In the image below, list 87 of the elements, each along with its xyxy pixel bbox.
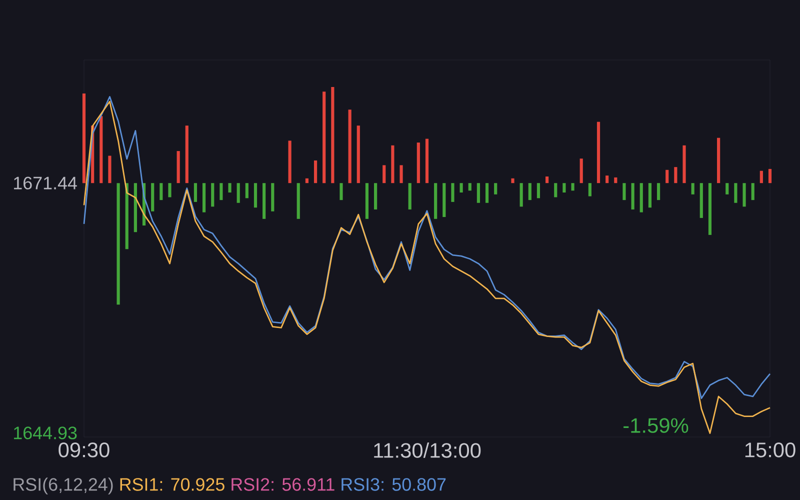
bar — [622, 183, 626, 200]
bar — [434, 183, 438, 219]
annotation: -1.59% — [624, 418, 688, 433]
bar — [425, 138, 429, 184]
text: RSI(6,12,24) — [14, 478, 113, 494]
bar — [314, 160, 318, 184]
bar — [520, 183, 523, 207]
bar — [588, 183, 592, 196]
bar — [160, 183, 163, 200]
bar — [468, 183, 472, 191]
bar — [194, 183, 198, 202]
bar — [288, 140, 292, 184]
x-tick-label: 11:30/13:00 — [374, 442, 481, 458]
bar — [271, 183, 274, 212]
bar — [656, 183, 660, 200]
bar — [536, 183, 540, 198]
bar — [374, 183, 378, 210]
bar — [528, 183, 532, 200]
bar — [460, 183, 463, 193]
bar — [742, 183, 746, 207]
bar — [254, 183, 258, 208]
bar — [726, 183, 729, 194]
bar — [108, 156, 112, 184]
bar — [751, 183, 754, 200]
bar — [554, 183, 558, 198]
text: RSI1: 70.925 — [120, 478, 224, 491]
bar — [708, 183, 712, 235]
bar — [305, 178, 308, 184]
bar — [606, 176, 609, 184]
bar — [580, 158, 583, 184]
bar — [151, 183, 154, 212]
bar — [442, 183, 446, 218]
bar — [614, 177, 618, 184]
bar — [391, 145, 394, 184]
bar — [562, 183, 566, 193]
text: RSI2: 56.911 — [232, 478, 334, 491]
bar — [476, 183, 480, 203]
bar — [236, 183, 240, 203]
bar — [571, 183, 574, 191]
bar — [296, 183, 300, 219]
bar — [228, 183, 232, 193]
bar — [631, 183, 634, 210]
bar — [640, 183, 643, 212]
bar — [220, 183, 223, 200]
bar — [700, 183, 703, 218]
bar — [356, 126, 360, 184]
x-tick-label: 15:00 — [745, 442, 796, 458]
bar — [494, 183, 498, 194]
bar — [202, 183, 206, 212]
bar — [682, 145, 686, 184]
bar — [116, 183, 120, 305]
x-tick-label: 09:30 — [58, 442, 110, 458]
bar — [262, 183, 266, 219]
bar — [211, 183, 214, 207]
bar — [322, 92, 326, 184]
bar — [125, 183, 128, 250]
bar — [408, 183, 412, 210]
bar — [717, 138, 720, 184]
bar — [365, 183, 369, 219]
bar — [340, 183, 343, 200]
bar — [348, 110, 352, 184]
bar — [100, 116, 103, 184]
bar — [666, 170, 669, 184]
bar — [596, 122, 600, 184]
bar — [331, 86, 334, 184]
bar — [734, 183, 738, 203]
bar — [485, 183, 489, 203]
text: RSI3: 50.807 — [342, 478, 446, 491]
bar — [134, 183, 137, 232]
bar — [400, 165, 403, 184]
bar — [382, 165, 386, 184]
bar — [511, 178, 514, 184]
bar — [768, 168, 772, 184]
bar — [185, 126, 188, 184]
bar — [546, 176, 549, 184]
y-tick-label: 1671.44 — [14, 176, 77, 190]
bar — [416, 142, 420, 184]
bar — [168, 183, 172, 198]
bar — [760, 170, 763, 184]
y-tick-label: 1644.93 — [14, 426, 77, 440]
bar — [82, 94, 86, 184]
bar — [245, 183, 248, 198]
bar — [691, 183, 694, 194]
bar — [674, 167, 678, 184]
bar — [648, 183, 652, 208]
bar — [451, 183, 454, 202]
bar — [176, 151, 180, 184]
